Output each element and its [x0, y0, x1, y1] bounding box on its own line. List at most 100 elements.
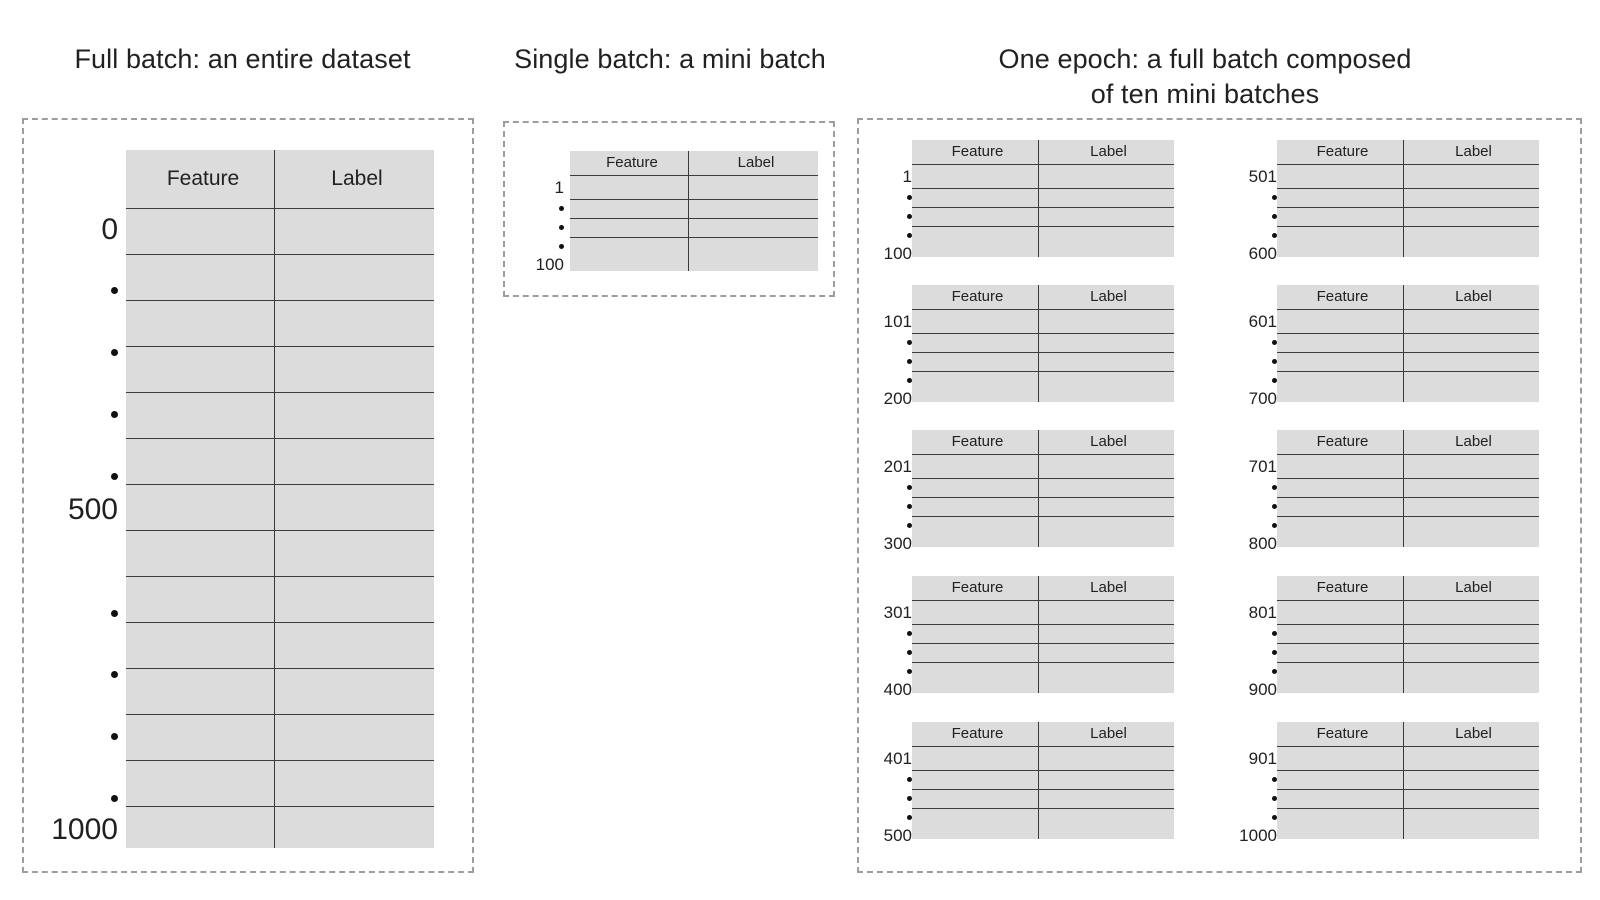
row-divider	[1277, 497, 1539, 498]
ellipsis-dot	[111, 795, 118, 802]
row-divider	[1277, 371, 1539, 372]
table-header-row: Feature Label	[912, 722, 1174, 746]
row-index-end: 700	[1248, 389, 1277, 408]
column-header-feature: Feature	[951, 725, 1004, 742]
column-header-label: Label	[1090, 288, 1127, 305]
row-index-start: 401	[883, 749, 912, 768]
table-header-row: Feature Label	[1277, 576, 1539, 600]
column-header-label: Label	[1090, 725, 1127, 742]
single-batch-table: Feature Label	[570, 151, 818, 271]
row-index-start: 601	[1248, 312, 1277, 331]
column-header-label: Label	[1090, 579, 1127, 596]
column-divider	[1403, 285, 1404, 402]
row-divider	[912, 164, 1174, 165]
row-divider	[126, 484, 434, 485]
column-header-feature: Feature	[951, 143, 1004, 160]
ellipsis-dot	[907, 359, 912, 364]
ellipsis-dot	[1272, 650, 1277, 655]
row-index-end: 800	[1248, 534, 1277, 553]
column-divider	[1403, 140, 1404, 257]
ellipsis-dot	[907, 214, 912, 219]
ellipsis-dot	[1272, 796, 1277, 801]
row-divider	[1277, 643, 1539, 644]
ellipsis-dot	[111, 610, 118, 617]
row-divider	[912, 497, 1174, 498]
row-divider	[912, 746, 1174, 747]
row-divider	[912, 371, 1174, 372]
row-divider	[1277, 164, 1539, 165]
row-divider	[126, 438, 434, 439]
mini-batch-row-index-gutter: 601 700	[1223, 286, 1277, 408]
mini-batch-row-index-gutter: 401 500	[858, 723, 912, 844]
mini-batch-table: Feature Label	[1277, 430, 1539, 547]
ellipsis-dot	[907, 195, 912, 200]
mini-batch-row-index-gutter: 201 300	[858, 431, 912, 553]
row-index-start: 0	[101, 213, 118, 246]
row-divider	[126, 576, 434, 577]
row-divider	[126, 254, 434, 255]
row-divider	[1277, 333, 1539, 334]
ellipsis-dot	[907, 504, 912, 509]
row-divider	[1277, 516, 1539, 517]
row-divider	[1277, 454, 1539, 455]
row-index-start: 701	[1248, 457, 1277, 476]
row-divider	[1277, 352, 1539, 353]
row-divider	[912, 226, 1174, 227]
mini-batch-table: Feature Label	[1277, 722, 1539, 839]
row-divider	[912, 352, 1174, 353]
row-index-end: 100	[883, 244, 912, 263]
ellipsis-dot	[559, 244, 564, 249]
ellipsis-dot	[907, 815, 912, 820]
row-index-end: 600	[1248, 244, 1277, 263]
row-divider	[912, 808, 1174, 809]
mini-batch-table: Feature Label	[912, 430, 1174, 547]
column-header-label: Label	[1090, 433, 1127, 450]
table-header-row: Feature Label	[1277, 140, 1539, 164]
column-header-feature: Feature	[1316, 288, 1369, 305]
row-index-end: 200	[883, 389, 912, 408]
row-index-end: 1000	[1239, 826, 1277, 845]
column-divider	[1038, 430, 1039, 547]
mini-batch-table: Feature Label	[1277, 576, 1539, 693]
ellipsis-dot	[111, 411, 118, 418]
column-divider	[1038, 140, 1039, 257]
column-divider	[1403, 722, 1404, 839]
row-index-end: 300	[883, 534, 912, 553]
row-index-start: 101	[883, 312, 912, 331]
table-header-row: Feature Label	[1277, 722, 1539, 746]
column-header-feature: Feature	[1316, 579, 1369, 596]
mini-batch-table: Feature Label	[912, 285, 1174, 402]
ellipsis-dot	[111, 349, 118, 356]
mini-batch-row-index-gutter: 901 1000	[1223, 723, 1277, 845]
column-divider	[1038, 285, 1039, 402]
ellipsis-dot	[907, 523, 912, 528]
ellipsis-dot	[1272, 504, 1277, 509]
panel-title-full-batch: Full batch: an entire dataset	[74, 44, 411, 74]
row-divider	[1277, 808, 1539, 809]
column-header-feature: Feature	[606, 154, 658, 171]
row-divider	[1277, 207, 1539, 208]
dashed-container-full-batch	[22, 118, 474, 873]
ellipsis-dot	[907, 485, 912, 490]
row-divider	[912, 600, 1174, 601]
row-divider	[1277, 600, 1539, 601]
row-divider	[570, 199, 818, 200]
row-divider	[912, 478, 1174, 479]
panel-title-one-epoch: One epoch: a full batch composed of ten …	[998, 44, 1412, 109]
ellipsis-dot	[907, 340, 912, 345]
ellipsis-dot	[111, 733, 118, 740]
row-divider	[570, 237, 818, 238]
mini-batch-row-index-gutter: 301 400	[858, 577, 912, 698]
mini-batch-row-index-gutter: 1 100	[858, 141, 912, 263]
column-header-label: Label	[1455, 433, 1492, 450]
row-divider	[912, 662, 1174, 663]
column-divider	[688, 151, 689, 271]
ellipsis-dot	[1272, 195, 1277, 200]
table-header-row: Feature Label	[1277, 430, 1539, 454]
ellipsis-dot	[907, 378, 912, 383]
row-divider	[126, 346, 434, 347]
row-divider	[126, 806, 434, 807]
ellipsis-dot	[1272, 815, 1277, 820]
table-header-row: Feature Label	[912, 576, 1174, 600]
row-index-start: 1	[554, 178, 564, 197]
